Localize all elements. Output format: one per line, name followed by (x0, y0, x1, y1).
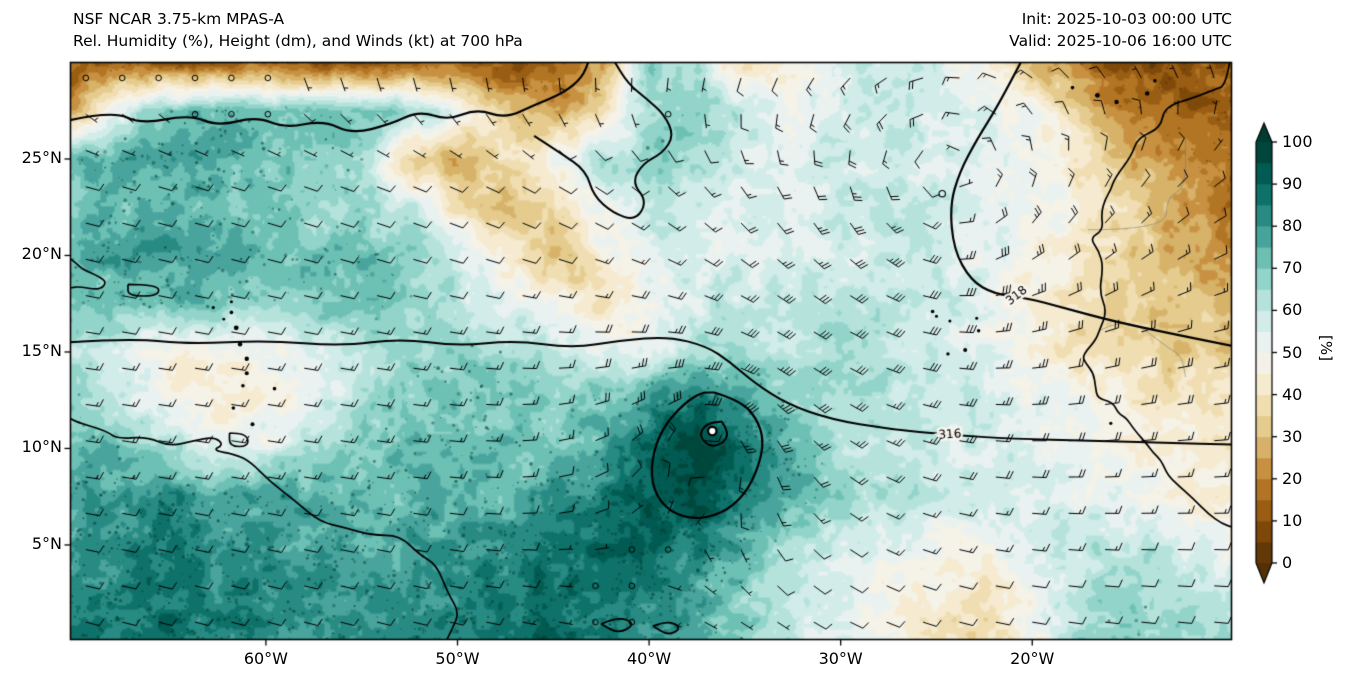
title-line1: NSF NCAR 3.75-km MPAS-A (73, 10, 285, 28)
colorbar-tick-label: 80 (1282, 216, 1303, 236)
colorbar-unit-label: [%] (1316, 335, 1335, 361)
init-time-label: Init: 2025-10-03 00:00 UTC (1021, 10, 1232, 28)
colorbar-tick-label: 20 (1282, 468, 1303, 488)
y-tick-label: 10°N (21, 437, 62, 457)
colorbar-tick-label: 70 (1282, 258, 1303, 278)
colorbar-tick-label: 60 (1282, 300, 1303, 320)
x-tick-label: 50°W (435, 649, 480, 668)
colorbar-tick-label: 10 (1282, 510, 1303, 530)
y-tick-label: 5°N (31, 533, 62, 553)
title-line2: Rel. Humidity (%), Height (dm), and Wind… (73, 32, 523, 50)
colorbar-tick-label: 50 (1282, 342, 1303, 362)
x-tick-label: 30°W (818, 649, 863, 668)
y-tick-label: 15°N (21, 340, 62, 360)
y-tick-label: 20°N (21, 244, 62, 264)
run-info: Init: 2025-10-03 00:00 UTC Valid: 2025-1… (1009, 8, 1232, 52)
y-tick-label: 25°N (21, 147, 62, 167)
x-tick-label: 20°W (1010, 649, 1055, 668)
x-tick-label: 60°W (243, 649, 288, 668)
colorbar-tick-label: 100 (1282, 132, 1313, 151)
colorbar-tick-label: 30 (1282, 426, 1303, 446)
valid-time-label: Valid: 2025-10-06 16:00 UTC (1009, 32, 1232, 50)
colorbar-tick-label: 90 (1282, 174, 1303, 194)
colorbar-tick-label: 40 (1282, 384, 1303, 404)
x-tick-label: 40°W (626, 649, 672, 668)
colorbar-tick-label: 0 (1282, 553, 1293, 572)
plot-title: NSF NCAR 3.75-km MPAS-A Rel. Humidity (%… (73, 8, 523, 52)
